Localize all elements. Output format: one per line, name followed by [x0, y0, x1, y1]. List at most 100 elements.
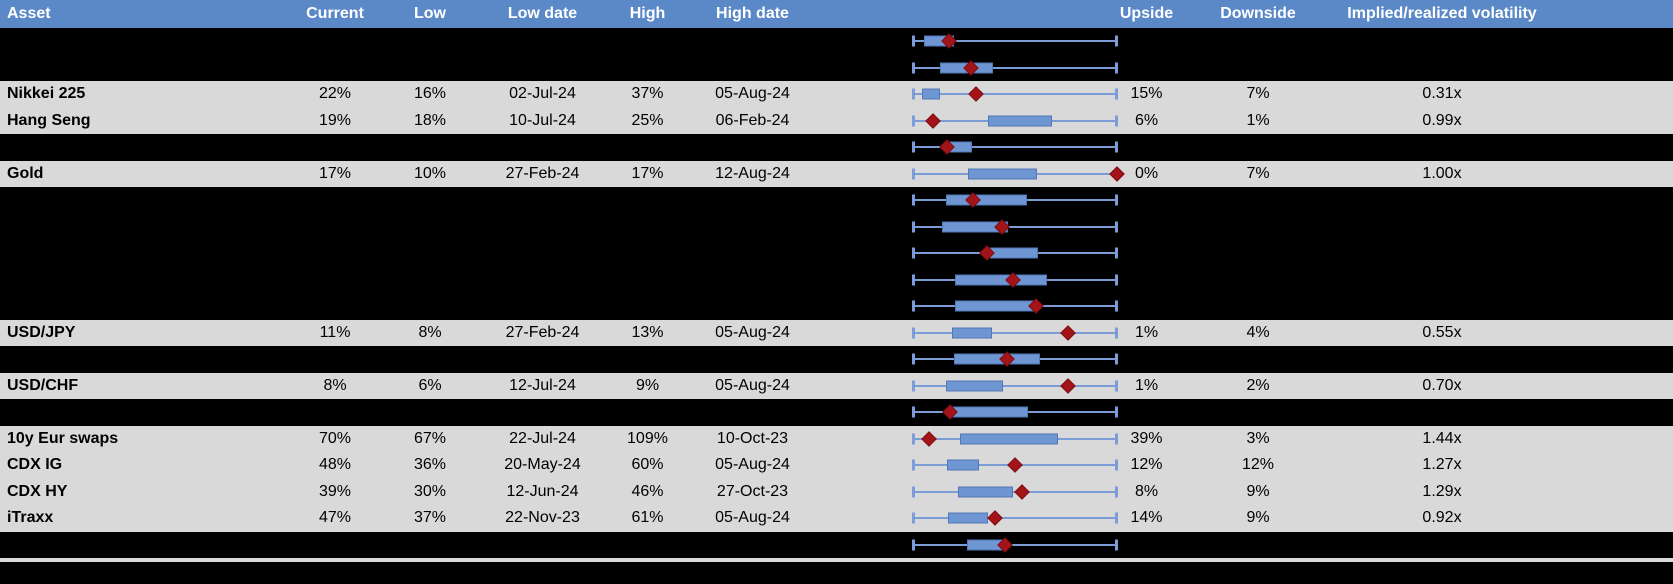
range-boxplot — [815, 532, 1118, 559]
whisker-line — [913, 543, 1117, 546]
asset-row: CDX IG 48% 36% 20-May-24 60% 05-Aug-24 12% 12% 1… — [0, 452, 1673, 479]
upside-value: 1% — [1134, 323, 1159, 341]
range-boxplot — [815, 134, 1118, 161]
col-header-high: High — [629, 5, 666, 22]
chart-only-row — [0, 134, 1673, 161]
current-value: 19% — [318, 111, 352, 129]
high-value: 37% — [631, 85, 664, 103]
high-value: 9% — [635, 376, 660, 394]
interquartile-box — [959, 433, 1058, 445]
low-date: 22-Nov-23 — [505, 509, 580, 527]
current-value: 70% — [318, 429, 352, 447]
interquartile-box — [955, 300, 1039, 312]
implied-realized-ratio: 0.55x — [1422, 323, 1462, 341]
interquartile-box — [990, 247, 1038, 259]
asset-name: USD/JPY — [7, 323, 76, 341]
whisker-line — [913, 517, 1117, 520]
right-whisker-cap — [1115, 300, 1118, 312]
left-whisker-cap — [912, 247, 915, 259]
col-header-downside: Downside — [1220, 5, 1296, 22]
chart-only-row — [0, 293, 1673, 320]
right-whisker-cap — [1115, 539, 1118, 551]
upside-value: 12% — [1130, 456, 1163, 474]
current-value: 39% — [318, 482, 352, 500]
range-boxplot — [815, 28, 1118, 55]
interquartile-box — [958, 486, 1014, 498]
low-date: 27-Feb-24 — [505, 164, 580, 182]
downside-value: 1% — [1246, 111, 1270, 129]
implied-realized-ratio: 0.70x — [1422, 376, 1462, 394]
implied-realized-ratio: 0.92x — [1422, 509, 1462, 527]
implied-realized-ratio: 1.29x — [1422, 482, 1462, 500]
high-value: 109% — [627, 429, 668, 447]
high-date: 05-Aug-24 — [715, 323, 790, 341]
right-whisker-cap — [1115, 274, 1118, 286]
downside-value: 7% — [1246, 85, 1270, 103]
low-date: 12-Jul-24 — [509, 376, 576, 394]
current-level-diamond-icon — [1007, 457, 1023, 474]
implied-realized-ratio: 1.27x — [1422, 456, 1462, 474]
current-value: 22% — [318, 85, 352, 103]
downside-value: 9% — [1246, 509, 1270, 527]
upside-value: 14% — [1130, 509, 1163, 527]
asset-row: Hang Seng 19% 18% 10-Jul-24 25% 06-Feb-24 6% 1%… — [0, 107, 1673, 135]
chart-only-row — [0, 28, 1673, 55]
current-level-diamond-icon — [987, 510, 1003, 527]
range-boxplot — [815, 426, 1118, 453]
separator-strip — [0, 558, 1673, 562]
high-value: 13% — [631, 323, 664, 341]
high-date: 27-Oct-23 — [716, 482, 789, 500]
chart-only-row — [0, 187, 1673, 214]
right-whisker-cap — [1115, 486, 1118, 498]
right-whisker-cap — [1115, 221, 1118, 233]
range-boxplot — [815, 267, 1118, 294]
chart-only-row — [0, 531, 1673, 559]
range-boxplot — [815, 399, 1118, 426]
left-whisker-cap — [912, 194, 915, 206]
asset-row: USD/CHF 8% 6% 12-Jul-24 9% 05-Aug-24 1% 2% 0.70x — [0, 372, 1673, 399]
whisker-line — [913, 384, 1117, 387]
interquartile-box — [968, 168, 1037, 180]
left-whisker-cap — [912, 539, 915, 551]
high-date: 05-Aug-24 — [715, 85, 790, 103]
whisker-line — [913, 93, 1117, 96]
left-whisker-cap — [912, 433, 915, 445]
range-boxplot — [815, 161, 1125, 188]
left-whisker-cap — [912, 353, 915, 365]
interquartile-box — [945, 194, 1027, 206]
chart-only-row — [0, 266, 1673, 294]
asset-row: Gold 17% 10% 27-Feb-24 17% 12-Aug-24 0% 7% 1.00x — [0, 160, 1673, 188]
low-date: 27-Feb-24 — [505, 323, 580, 341]
left-whisker-cap — [912, 486, 915, 498]
col-header-high-date: High date — [716, 5, 789, 22]
col-header-low: Low — [414, 5, 446, 22]
upside-value: 0% — [1134, 164, 1159, 182]
left-whisker-cap — [912, 327, 915, 339]
low-value: 67% — [413, 429, 447, 447]
downside-value: 9% — [1246, 482, 1270, 500]
header-row: Asset Current Low Low date High High dat… — [0, 0, 1673, 28]
high-value: 60% — [631, 456, 664, 474]
right-whisker-cap — [1115, 327, 1118, 339]
right-whisker-cap — [1115, 512, 1118, 524]
current-value: 47% — [318, 509, 352, 527]
low-date: 12-Jun-24 — [506, 482, 579, 500]
range-boxplot — [815, 240, 1118, 267]
asset-name: Hang Seng — [7, 111, 91, 129]
left-whisker-cap — [912, 512, 915, 524]
implied-realized-ratio: 1.44x — [1422, 429, 1462, 447]
interquartile-box — [954, 353, 1041, 365]
range-boxplot — [815, 108, 1118, 135]
low-value: 16% — [413, 85, 447, 103]
downside-value: 2% — [1246, 376, 1270, 394]
right-whisker-cap — [1115, 194, 1118, 206]
low-value: 10% — [413, 164, 447, 182]
col-header-current: Current — [306, 5, 364, 22]
chart-only-row — [0, 399, 1673, 426]
high-date: 05-Aug-24 — [715, 509, 790, 527]
right-whisker-cap — [1115, 433, 1118, 445]
high-date: 12-Aug-24 — [715, 164, 790, 182]
interquartile-box — [955, 274, 1047, 286]
left-whisker-cap — [912, 274, 915, 286]
